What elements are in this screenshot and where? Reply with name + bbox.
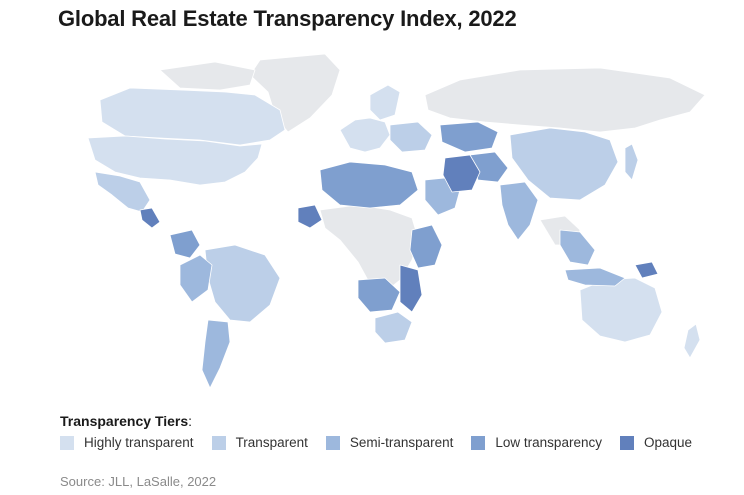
new-zealand — [683, 323, 701, 359]
india — [499, 181, 539, 241]
western-europe — [339, 117, 391, 153]
canada-north-islands — [159, 61, 256, 91]
legend-item-low-transparency: Low transparency — [471, 435, 602, 450]
map-title: Global Real Estate Transparency Index, 2… — [58, 6, 517, 31]
legend-label: Semi-transparent — [349, 435, 454, 450]
legend-label: Highly transparent — [84, 435, 194, 450]
legend-swatch — [471, 435, 486, 450]
legend-title-text: Transparency Tiers — [60, 413, 189, 429]
legend-title-colon: : — [188, 413, 193, 429]
japan — [624, 143, 639, 181]
legend-label: Opaque — [643, 435, 693, 450]
china — [509, 127, 619, 201]
indonesia — [564, 267, 626, 287]
colombia-peru — [179, 254, 213, 303]
iran-region — [442, 154, 481, 193]
south-africa — [374, 311, 413, 344]
legend-swatch — [619, 435, 634, 450]
eastern-europe — [389, 121, 433, 153]
central-america — [139, 207, 161, 229]
legend-swatch — [60, 435, 74, 450]
australia — [579, 277, 663, 343]
kazakhstan — [439, 121, 499, 153]
north-africa — [319, 161, 419, 209]
legend-item-transparent: Transparent — [211, 435, 308, 450]
argentina — [201, 319, 231, 389]
legend-label: Low transparency — [495, 435, 602, 450]
legend: Highly transparent Transparent Semi-tran… — [60, 435, 710, 450]
brazil — [204, 244, 281, 323]
legend-item-semi-transparent: Semi-transparent — [325, 435, 454, 450]
legend-swatch — [211, 435, 226, 450]
russia-north-asia — [424, 67, 706, 133]
legend-item-highly-transparent: Highly transparent — [60, 435, 194, 450]
source-note: Source: JLL, LaSalle, 2022 — [60, 474, 217, 489]
mozambique-region — [399, 264, 423, 313]
southeast-asia — [559, 229, 596, 266]
legend-label: Transparent — [235, 435, 308, 450]
venezuela-ecuador — [169, 229, 201, 259]
angola-zambia — [357, 277, 401, 313]
usa — [87, 135, 263, 186]
west-africa-coast — [297, 204, 323, 229]
legend-swatch — [325, 435, 340, 450]
east-africa — [409, 224, 443, 269]
legend-title: Transparency Tiers: — [60, 413, 192, 429]
legend-item-opaque: Opaque — [619, 435, 693, 450]
greenland — [249, 53, 341, 133]
world-map — [87, 53, 706, 389]
scandinavia — [369, 84, 401, 121]
papua — [634, 261, 659, 279]
